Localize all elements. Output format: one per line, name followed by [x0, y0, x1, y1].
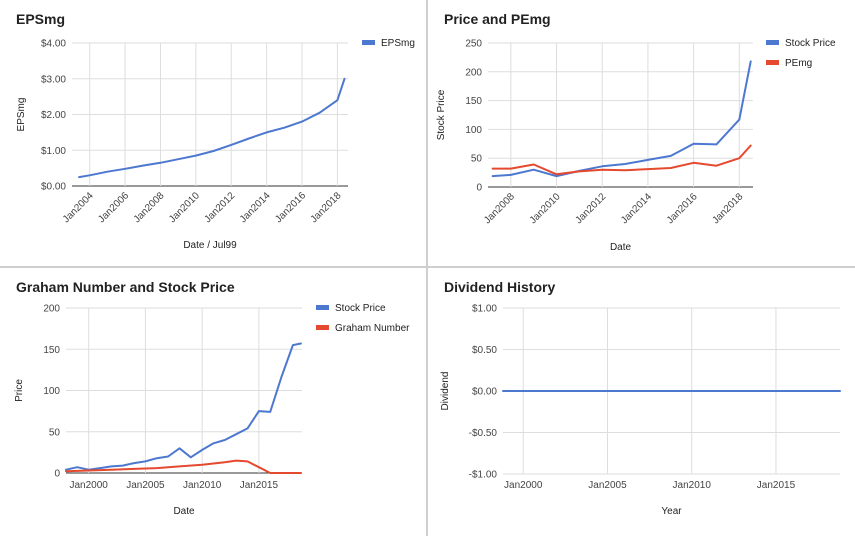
y-tick-label: -$0.50: [469, 428, 498, 439]
x-tick-label: Jan2015: [240, 480, 279, 491]
dividend-history-chart-panel: Dividend History -$1.00 -$0.50 $0.00 $0.50 $1…: [428, 268, 855, 536]
y-tick-label: 50: [49, 427, 61, 438]
chart-title: Price and PEmg: [444, 11, 551, 27]
y-tick-label: $0.00: [472, 387, 497, 398]
y-tick-label: 50: [471, 154, 483, 165]
legend-label-stock-price: Stock Price: [785, 38, 836, 49]
x-tick-label: Jan2010: [673, 480, 712, 491]
y-tick-label: $2.00: [41, 110, 66, 121]
epsmg-line: [78, 77, 346, 179]
x-tick-label: Jan2012: [573, 191, 608, 226]
x-axis-title: Date / Jul99: [183, 240, 237, 251]
x-tick-label: Jan2005: [126, 480, 165, 491]
x-tick-label: Jan2005: [588, 480, 627, 491]
stock-price-line: [65, 342, 302, 471]
legend-label-stock-price: Stock Price: [335, 303, 386, 314]
y-tick-label: 150: [43, 345, 60, 356]
y-tick-label: 100: [43, 386, 60, 397]
legend-label-graham-number: Graham Number: [335, 323, 410, 334]
chart-svg: Graham Number and Stock Price 0 50 100 150 20…: [14, 279, 410, 517]
y-tick-label: 0: [476, 183, 482, 194]
x-tick-label: Jan2018: [309, 190, 344, 225]
x-tick-label: Jan2000: [70, 480, 109, 491]
graham-number-line: [65, 459, 302, 474]
y-axis-title: EPSmg: [16, 98, 27, 132]
chart-title: Dividend History: [444, 279, 555, 295]
y-axis-title: Price: [14, 379, 25, 402]
y-tick-label: 250: [465, 39, 482, 50]
legend-swatch-epsmg: [362, 40, 375, 45]
graham-number-chart-panel: Graham Number and Stock Price 0 50 100 150 20…: [0, 268, 426, 536]
x-tick-label: Jan2015: [757, 480, 796, 491]
chart-title: Graham Number and Stock Price: [16, 279, 235, 295]
price-pe-chart-panel: Price and PEmg 0 50 100 150 200 250 Jan2008 Jan2…: [428, 0, 855, 266]
y-tick-label: 100: [465, 125, 482, 136]
pemg-line: [491, 144, 752, 176]
x-tick-label: Jan2008: [482, 191, 517, 226]
y-axis-title: Stock Price: [436, 89, 447, 140]
x-tick-label: Jan2014: [238, 190, 273, 225]
eps-chart-panel: EPSmg $0.00 $1.00 $2.00 $3.00 $4.00 Jan2004 Jan…: [0, 0, 426, 266]
x-tick-label: Jan2000: [504, 480, 543, 491]
stock-price-line: [491, 60, 752, 178]
legend-label-pemg: PEmg: [785, 58, 812, 69]
y-tick-label: 0: [54, 469, 60, 480]
y-tick-label: $4.00: [41, 39, 66, 50]
chart-svg: Dividend History -$1.00 -$0.50 $0.00 $0.50 $1…: [440, 279, 841, 517]
legend-swatch-graham-number: [316, 325, 329, 330]
x-axis-title: Year: [661, 506, 682, 517]
legend-swatch-stock-price: [766, 40, 779, 45]
x-tick-label: Jan2016: [665, 191, 700, 226]
chart-title: EPSmg: [16, 11, 65, 27]
chart-svg: Price and PEmg 0 50 100 150 200 250 Jan2008 Jan2…: [436, 11, 836, 253]
legend-swatch-pemg: [766, 60, 779, 65]
x-axis-title: Date: [610, 242, 632, 253]
x-tick-label: Jan2016: [273, 190, 308, 225]
panel-divider-horizontal: [0, 266, 855, 268]
y-tick-label: $3.00: [41, 74, 66, 85]
y-tick-label: 150: [465, 96, 482, 107]
x-axis-title: Date: [173, 506, 195, 517]
y-tick-label: -$1.00: [469, 470, 498, 481]
x-tick-label: Jan2010: [183, 480, 222, 491]
x-tick-label: Jan2004: [61, 190, 96, 225]
y-tick-label: 200: [465, 67, 482, 78]
x-tick-label: Jan2010: [528, 191, 563, 226]
legend-swatch-stock-price: [316, 305, 329, 310]
y-axis-title: Dividend: [440, 372, 451, 411]
y-tick-label: $1.00: [41, 146, 66, 157]
x-tick-label: Jan2012: [202, 190, 237, 225]
y-tick-label: 200: [43, 304, 60, 315]
x-tick-label: Jan2010: [167, 190, 202, 225]
panel-divider-vertical: [426, 0, 428, 536]
y-tick-label: $0.00: [41, 182, 66, 193]
y-tick-label: $1.00: [472, 304, 497, 315]
legend-label-epsmg: EPSmg: [381, 38, 415, 49]
y-tick-label: $0.50: [472, 345, 497, 356]
x-tick-label: Jan2014: [619, 191, 654, 226]
x-tick-label: Jan2006: [96, 190, 131, 225]
x-tick-label: Jan2018: [711, 191, 746, 226]
x-tick-label: Jan2008: [132, 190, 167, 225]
